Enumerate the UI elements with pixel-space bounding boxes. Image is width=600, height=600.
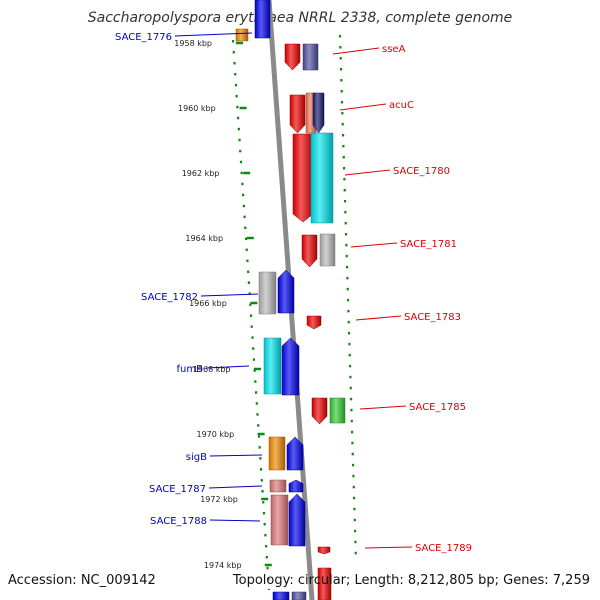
left-track-boundary xyxy=(231,39,271,591)
gene-label: sseA xyxy=(382,44,406,55)
gene-arrow xyxy=(311,397,328,425)
gene-arrow xyxy=(288,493,306,547)
gene-arrow xyxy=(268,436,286,471)
scale-label: 1964 kbp xyxy=(185,234,223,243)
gene-arrow xyxy=(319,233,336,267)
gene-label-leader xyxy=(200,293,259,297)
gene-arrow xyxy=(291,591,307,600)
gene-label: SACE_1789 xyxy=(415,543,472,554)
gene-arrow xyxy=(263,337,282,395)
gene-arrow xyxy=(288,479,304,493)
gene-arrow xyxy=(235,28,249,42)
gene-arrow xyxy=(272,591,290,600)
gene-arrow xyxy=(281,337,300,396)
gene-label: fumB xyxy=(177,364,204,375)
gene-label-leader xyxy=(344,169,391,176)
topology-label: Topology: circular; Length: 8,212,805 bp… xyxy=(232,573,590,588)
gene-label-leader xyxy=(209,519,261,522)
gene-label: sigB xyxy=(186,452,207,463)
gene-label: SACE_1788 xyxy=(150,516,207,527)
gene-arrow xyxy=(317,567,332,600)
scale-label: 1960 kbp xyxy=(178,104,216,113)
gene-label: SACE_1780 xyxy=(393,166,450,177)
gene-label-leader xyxy=(332,47,380,55)
gene-label-leader xyxy=(350,242,398,248)
gene-label-leader xyxy=(209,454,263,457)
gene-arrow xyxy=(277,269,295,314)
gene-arrow xyxy=(269,479,287,493)
scale-label: 1972 kbp xyxy=(200,495,238,504)
gene-arrow xyxy=(258,271,277,315)
gene-arrow xyxy=(312,92,325,134)
gene-label-leader xyxy=(174,32,253,37)
gene-label: SACE_1783 xyxy=(404,312,461,323)
scale-label: 1970 kbp xyxy=(196,430,234,439)
gene-arrow xyxy=(306,315,322,330)
scale-label: 1974 kbp xyxy=(204,561,242,570)
gene-label: SACE_1781 xyxy=(400,239,457,250)
map-title: Saccharopolyspora erythraea NRRL 2338, c… xyxy=(87,10,513,26)
gene-arrow xyxy=(289,94,306,134)
right-track-boundary xyxy=(338,34,358,561)
gene-arrow xyxy=(302,43,319,71)
gene-label: SACE_1787 xyxy=(149,484,206,495)
gene-arrow xyxy=(286,436,304,471)
gene-arrow xyxy=(270,494,289,546)
scale-label: 1968 kbp xyxy=(193,365,231,374)
gene-label-leader xyxy=(208,485,263,489)
gene-label-leader xyxy=(359,405,407,410)
gene-label-leader xyxy=(355,315,402,321)
gene-label-leader xyxy=(339,103,387,111)
gene-arrow xyxy=(254,0,271,39)
scale-label: 1958 kbp xyxy=(174,39,212,48)
gene-arrow xyxy=(310,132,334,224)
gene-label: SACE_1782 xyxy=(141,292,198,303)
gene-arrow xyxy=(317,546,331,555)
gene-arrow xyxy=(301,234,318,268)
gene-arrow xyxy=(292,133,314,223)
gene-label-leader xyxy=(364,546,413,549)
gene-label: SACE_1776 xyxy=(115,32,172,43)
accession-label: Accession: NC_009142 xyxy=(8,573,156,588)
gene-arrow xyxy=(329,397,346,424)
scale-label: 1966 kbp xyxy=(189,299,227,308)
gene-label: acuC xyxy=(389,100,414,111)
scale-label: 1962 kbp xyxy=(182,169,220,178)
gene-arrow xyxy=(284,43,301,71)
gene-label-leader xyxy=(205,365,250,369)
gene-label: SACE_1785 xyxy=(409,402,466,413)
